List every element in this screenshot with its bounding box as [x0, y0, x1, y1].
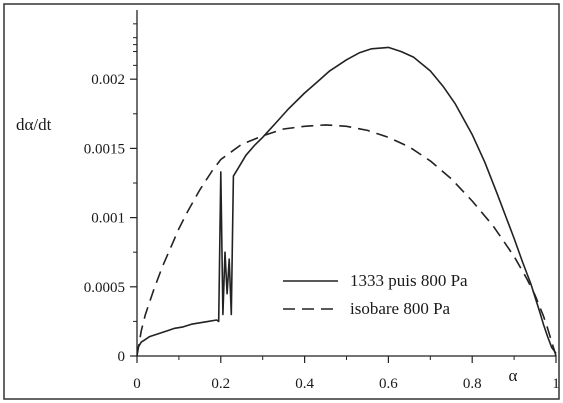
x-tick-label: 0.2	[211, 376, 230, 392]
x-tick-label: 0.4	[295, 376, 314, 392]
legend: 1333 puis 800 Pa isobare 800 Pa	[283, 271, 468, 318]
y-tick-label: 0.0005	[84, 280, 125, 296]
x-tick-label: 0.8	[463, 376, 482, 392]
series-layer	[137, 47, 556, 356]
x-tick-label: 0.6	[379, 376, 398, 392]
y-tick-label: 0.0015	[84, 141, 125, 157]
legend-label-2: isobare 800 Pa	[350, 299, 451, 318]
series-line-2	[137, 125, 556, 356]
y-tick-label: 0.002	[91, 72, 125, 88]
y-axis-label: dα/dt	[16, 115, 52, 134]
legend-label-1: 1333 puis 800 Pa	[350, 271, 468, 290]
y-tick-label: 0.001	[91, 211, 125, 227]
x-tick-label: 1	[552, 376, 560, 392]
x-axis-label: α	[509, 366, 518, 385]
x-tick-label: 0	[133, 376, 141, 392]
series-line-1	[137, 47, 556, 353]
axes-layer: 0 0.0005 0.001 0.0015 0.002 0 0.2 0.4 0.6 0.8 1 dα/…	[16, 10, 560, 392]
chart-frame	[4, 4, 559, 399]
y-tick-label: 0	[118, 349, 126, 365]
